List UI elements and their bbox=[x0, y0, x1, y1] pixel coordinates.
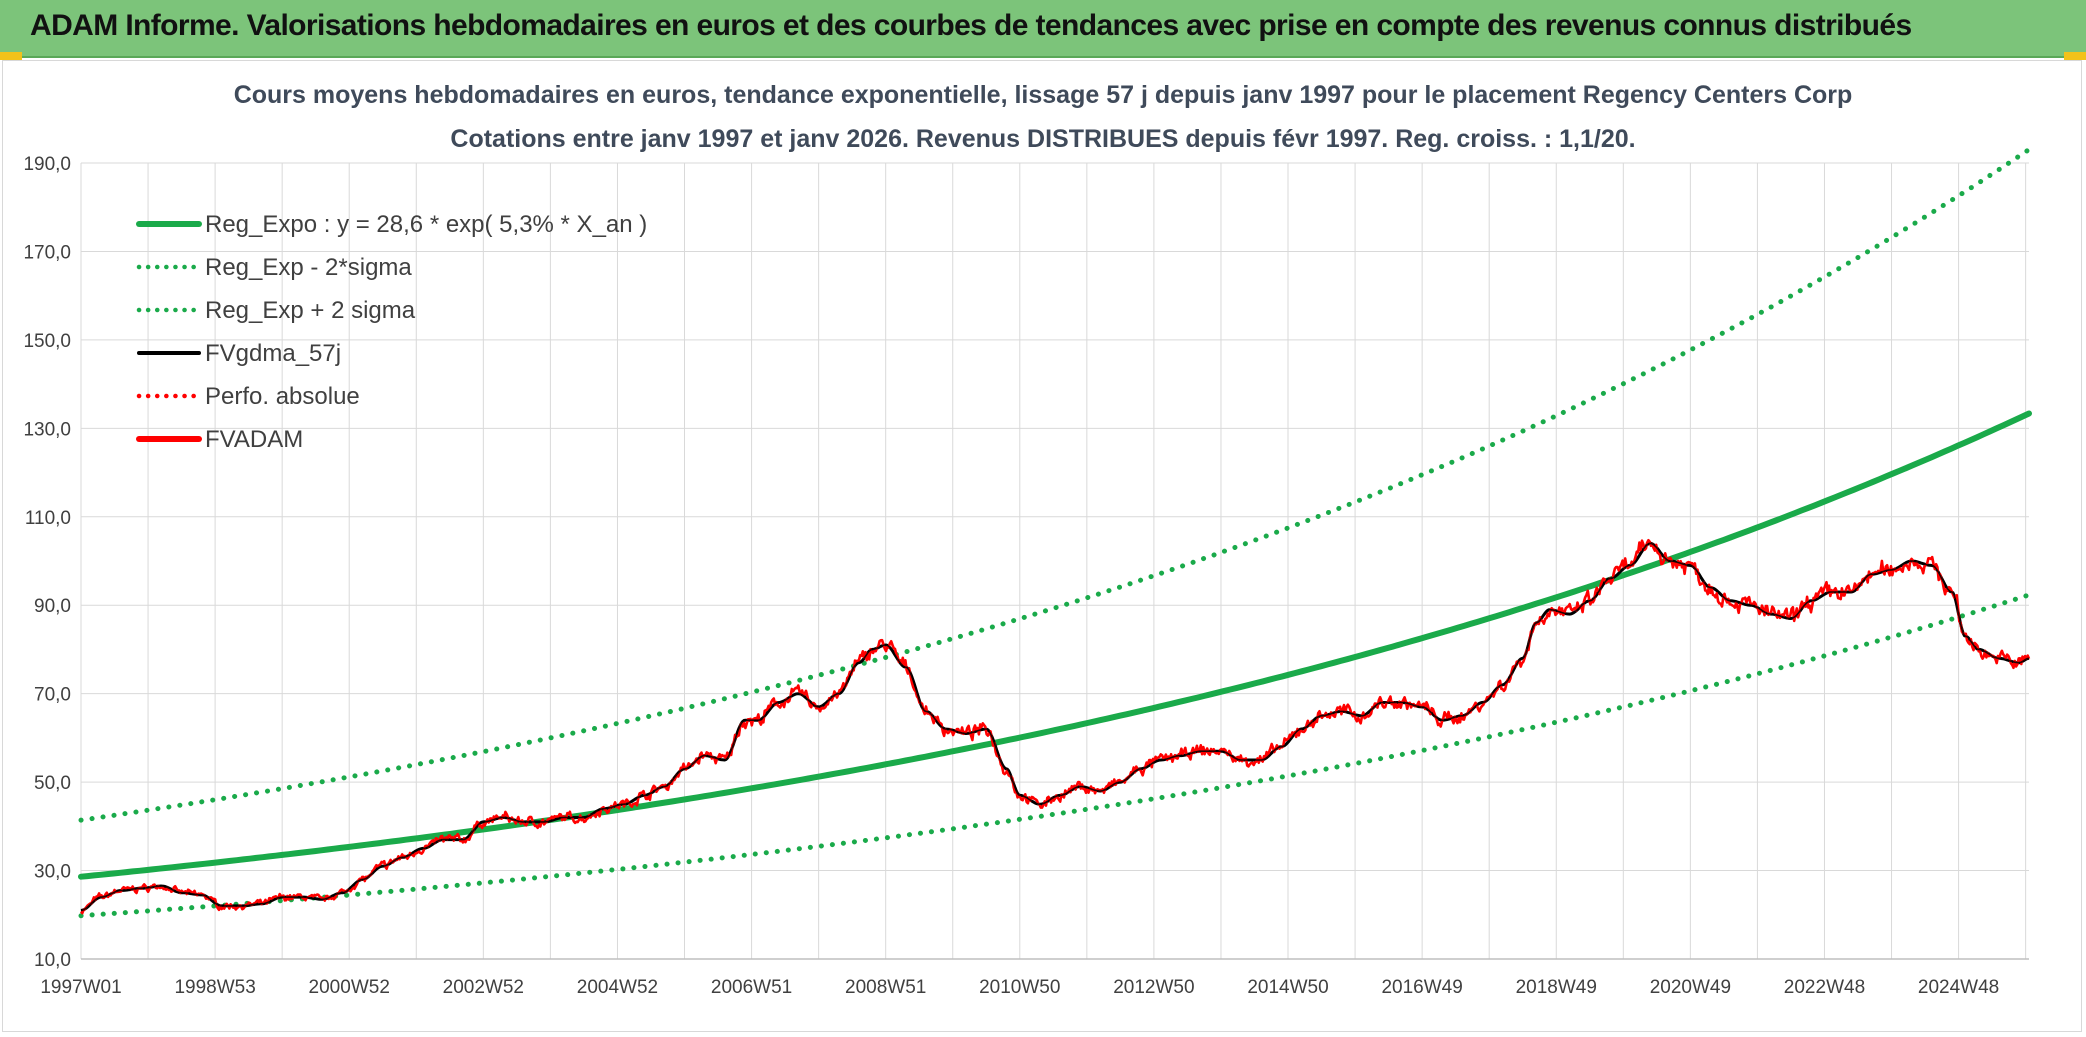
x-tick-label: 2018W49 bbox=[1516, 977, 1597, 998]
fvgdma-57j-line-overlay bbox=[80, 542, 2030, 912]
chart-title-line-1: Cours moyens hebdomadaires en euros, ten… bbox=[234, 81, 1853, 109]
legend-label-5: FVADAM bbox=[205, 426, 303, 453]
x-tick-label: 2024W48 bbox=[1918, 977, 1999, 998]
fvgdma-57j-line bbox=[80, 541, 2030, 912]
chart-area: 190,0 170,0 150,0 130,0 110,0 90,0 70,0 50,0 30,… bbox=[23, 81, 2032, 998]
axes: 190,0 170,0 150,0 130,0 110,0 90,0 70,0 50,0 30,… bbox=[23, 154, 2029, 998]
x-tick-label: 1997W01 bbox=[40, 977, 121, 998]
legend-label-0: Reg_Expo : y = 28,6 * exp( 5,3% * X_an ) bbox=[205, 211, 647, 238]
x-tick-label: 2014W50 bbox=[1247, 977, 1328, 998]
legend: Reg_Expo : y = 28,6 * exp( 5,3% * X_an )… bbox=[136, 211, 647, 453]
fvadam-line bbox=[79, 538, 2031, 915]
chart-title-line-2: Cotations entre janv 1997 et janv 2026. … bbox=[450, 125, 1635, 153]
chart-frame: 190,0 170,0 150,0 130,0 110,0 90,0 70,0 50,0 30,… bbox=[2, 60, 2082, 1032]
report-banner: ADAM Informe. Valorisations hebdomadaire… bbox=[0, 0, 2086, 58]
x-tick-label: 2002W52 bbox=[443, 977, 524, 998]
x-tick-label: 2004W52 bbox=[577, 977, 658, 998]
x-tick-label: 2010W50 bbox=[979, 977, 1060, 998]
reg-expo-line bbox=[78, 410, 2032, 880]
grid bbox=[80, 162, 2029, 960]
report-title: ADAM Informe. Valorisations hebdomadaire… bbox=[30, 9, 1912, 42]
x-tick-label: 2000W52 bbox=[309, 977, 390, 998]
y-tick-label: 170,0 bbox=[23, 242, 71, 263]
reg-exp-plus-2sigma-line bbox=[78, 147, 2032, 823]
y-tick-label: 90,0 bbox=[34, 596, 71, 617]
legend-label-2: Reg_Exp + 2 sigma bbox=[205, 297, 416, 324]
x-tick-label: 2022W48 bbox=[1784, 977, 1865, 998]
y-tick-label: 70,0 bbox=[34, 685, 71, 706]
x-tick-label: 2012W50 bbox=[1113, 977, 1194, 998]
y-tick-label: 110,0 bbox=[25, 508, 71, 529]
corner-accent-left bbox=[0, 52, 22, 60]
y-tick-label: 150,0 bbox=[23, 331, 71, 352]
y-tick-label: 30,0 bbox=[34, 862, 71, 883]
y-tick-label: 190,0 bbox=[23, 154, 71, 175]
x-tick-label: 2008W51 bbox=[845, 977, 926, 998]
y-tick-label: 130,0 bbox=[23, 419, 71, 440]
reg-exp-minus-2sigma-line bbox=[78, 592, 2032, 919]
series bbox=[78, 147, 2032, 919]
legend-label-4: Perfo. absolue bbox=[205, 383, 360, 410]
x-tick-label: 2020W49 bbox=[1650, 977, 1731, 998]
legend-label-3: FVgdma_57j bbox=[205, 340, 341, 367]
y-tick-label: 50,0 bbox=[34, 773, 71, 794]
legend-label-1: Reg_Exp - 2*sigma bbox=[205, 254, 412, 281]
x-tick-label: 1998W53 bbox=[174, 977, 255, 998]
corner-accent-right bbox=[2064, 52, 2086, 60]
x-tick-label: 2006W51 bbox=[711, 977, 792, 998]
y-tick-label: 10,0 bbox=[34, 950, 71, 971]
x-tick-label: 2016W49 bbox=[1381, 977, 1462, 998]
